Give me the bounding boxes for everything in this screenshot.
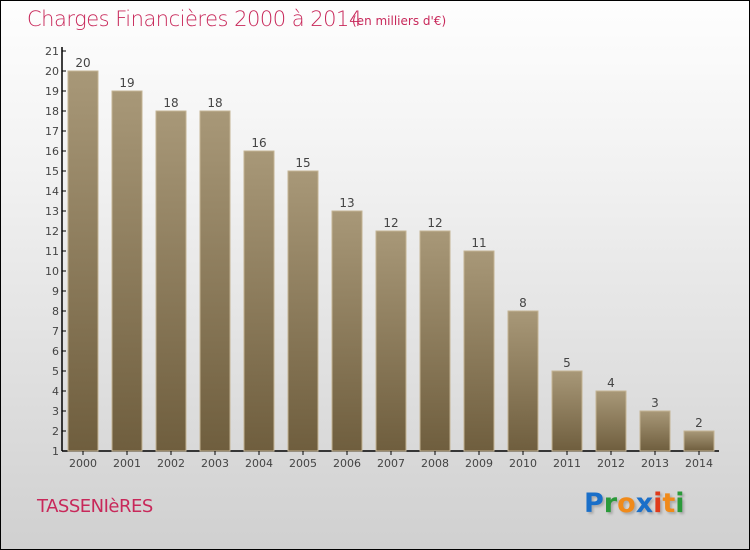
data-label: 12 — [383, 216, 398, 230]
y-tick-label: 2 — [52, 425, 59, 438]
y-tick-label: 1 — [52, 445, 59, 458]
bar-2008 — [419, 230, 451, 452]
bar-2009 — [463, 250, 495, 452]
y-tick-label: 5 — [52, 365, 59, 378]
x-tick-label: 2013 — [641, 457, 669, 470]
y-tick-label: 14 — [45, 185, 59, 198]
y-tick-label: 7 — [52, 325, 59, 338]
chart-subtitle: (en milliers d'€) — [352, 14, 447, 28]
y-tick-label: 3 — [52, 405, 59, 418]
proxiti-logo: Proxiti — [584, 488, 685, 519]
x-tick-label: 2002 — [157, 457, 185, 470]
x-tick-label: 2006 — [333, 457, 361, 470]
logo-letter: o — [617, 488, 636, 519]
bar-2001 — [111, 90, 143, 452]
y-tick-label: 12 — [45, 225, 59, 238]
y-tick-label: 6 — [52, 345, 59, 358]
y-tick-label: 16 — [45, 145, 59, 158]
x-tick-label: 2014 — [685, 457, 713, 470]
x-tick-label: 2003 — [201, 457, 229, 470]
y-tick-label: 20 — [45, 65, 59, 78]
commune-name: TASSENIèRES — [37, 496, 153, 517]
logo-letter: r — [603, 488, 618, 519]
data-label: 18 — [163, 96, 178, 110]
x-tick-label: 2012 — [597, 457, 625, 470]
bar-2012 — [595, 390, 627, 452]
y-tick-label: 13 — [45, 205, 59, 218]
bar-2003 — [199, 110, 231, 452]
data-label: 18 — [207, 96, 222, 110]
x-tick-label: 2004 — [245, 457, 273, 470]
data-label: 13 — [339, 196, 354, 210]
data-label: 8 — [519, 296, 527, 310]
data-label: 2 — [695, 416, 703, 430]
y-tick-label: 11 — [45, 245, 59, 258]
y-tick-label: 21 — [45, 45, 59, 58]
logo-letter: x — [635, 488, 654, 519]
data-label: 3 — [651, 396, 659, 410]
bar-2010 — [507, 310, 539, 452]
bar-2013 — [639, 410, 671, 452]
x-tick-label: 2010 — [509, 457, 537, 470]
bar-2014 — [683, 430, 715, 452]
x-tick-label: 2000 — [69, 457, 97, 470]
data-label: 4 — [607, 376, 615, 390]
logo-letter: i — [653, 488, 663, 519]
data-label: 12 — [427, 216, 442, 230]
logo-letter: i — [675, 488, 685, 519]
y-tick-label: 8 — [52, 305, 59, 318]
bar-2002 — [155, 110, 187, 452]
bar-2005 — [287, 170, 319, 452]
x-tick-label: 2011 — [553, 457, 581, 470]
y-tick-label: 15 — [45, 165, 59, 178]
y-tick-label: 9 — [52, 285, 59, 298]
logo-letter: P — [584, 488, 604, 519]
bar-2000 — [67, 70, 99, 452]
data-label: 16 — [251, 136, 266, 150]
data-label: 20 — [75, 56, 90, 70]
y-tick-label: 4 — [52, 385, 59, 398]
data-label: 5 — [563, 356, 571, 370]
logo-letter: t — [662, 488, 676, 519]
bar-2006 — [331, 210, 363, 452]
bar-2004 — [243, 150, 275, 452]
bar-2007 — [375, 230, 407, 452]
x-tick-label: 2005 — [289, 457, 317, 470]
x-tick-label: 2001 — [113, 457, 141, 470]
y-tick-label: 10 — [45, 265, 59, 278]
bar-2011 — [551, 370, 583, 452]
x-tick-label: 2009 — [465, 457, 493, 470]
y-tick-label: 19 — [45, 85, 59, 98]
chart-title: Charges Financières 2000 à 2014 — [27, 7, 362, 31]
x-tick-label: 2008 — [421, 457, 449, 470]
x-tick-label: 2007 — [377, 457, 405, 470]
data-label: 19 — [119, 76, 134, 90]
data-label: 15 — [295, 156, 310, 170]
data-label: 11 — [471, 236, 486, 250]
y-tick-label: 18 — [45, 105, 59, 118]
y-tick-label: 17 — [45, 125, 59, 138]
